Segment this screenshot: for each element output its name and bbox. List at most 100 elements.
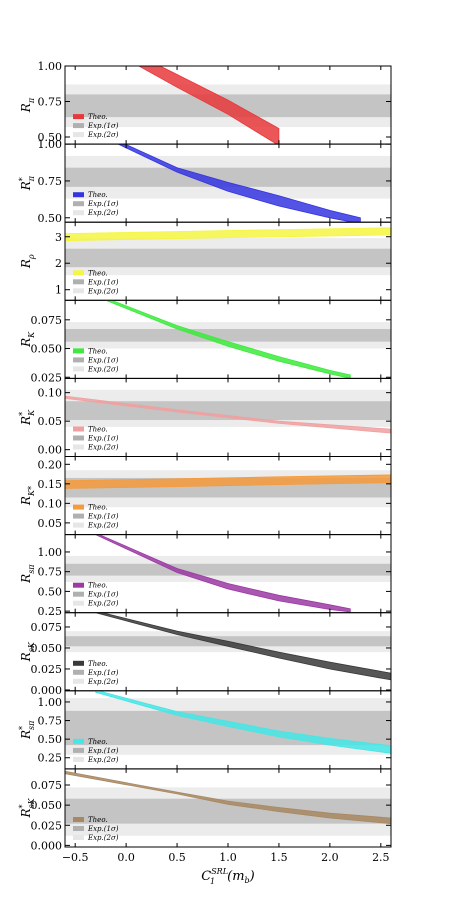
legend-swatch-theo-4 bbox=[73, 426, 84, 432]
legend-theo-2: Theo. bbox=[88, 269, 108, 277]
theory-band-2 bbox=[65, 227, 391, 242]
theory-band-8 bbox=[95, 690, 391, 754]
legend-exp1-3: Exp.(1σ) bbox=[87, 356, 119, 364]
legend-swatch-exp2-9 bbox=[73, 835, 84, 840]
x-tick-label-0: −0.5 bbox=[62, 851, 89, 864]
legend-swatch-exp2-4 bbox=[73, 444, 84, 450]
ylabel-5: RK* bbox=[19, 486, 36, 506]
y-tick-label-5-0: 0.05 bbox=[38, 517, 63, 530]
legend-exp2-2: Exp.(2σ) bbox=[87, 287, 119, 295]
x-tick-label-5: 2.0 bbox=[321, 851, 339, 864]
y-tick-label-0-2: 1.00 bbox=[38, 60, 63, 73]
y-tick-label-3-1: 0.050 bbox=[31, 343, 63, 356]
legend-swatch-exp1-0 bbox=[73, 123, 84, 129]
ylabel-6-text: Rsπ bbox=[19, 564, 36, 584]
legend-theo-1: Theo. bbox=[88, 191, 108, 199]
legend-swatch-theo-2 bbox=[73, 270, 84, 276]
ylabel-5-text: RK* bbox=[19, 486, 36, 506]
y-tick-label-2-1: 2 bbox=[55, 257, 62, 270]
ylabel-8-text: R*sπ bbox=[18, 720, 36, 740]
legend-exp1-7: Exp.(1σ) bbox=[87, 669, 119, 677]
legend-swatch-exp2-1 bbox=[73, 210, 84, 216]
y-tick-label-2-2: 3 bbox=[55, 231, 62, 244]
legend-swatch-theo-5 bbox=[73, 504, 84, 510]
legend-swatch-exp2-8 bbox=[73, 756, 84, 762]
x-tick-label-4: 1.5 bbox=[270, 851, 288, 864]
theory-band-7 bbox=[95, 612, 391, 681]
legend-exp2-6: Exp.(2σ) bbox=[87, 600, 119, 608]
legend-theo-7: Theo. bbox=[88, 660, 108, 668]
theory-band-6 bbox=[95, 534, 351, 613]
x-tick-label-2: 0.5 bbox=[168, 851, 186, 864]
y-tick-label-1-0: 0.50 bbox=[38, 212, 63, 225]
exp-1sigma-band-3 bbox=[65, 329, 391, 342]
x-tick-label-6: 2.5 bbox=[372, 851, 390, 864]
theory-band-9 bbox=[65, 770, 391, 825]
legend-swatch-theo-6 bbox=[73, 582, 84, 588]
ylabel-2-text: Rρ bbox=[19, 254, 36, 269]
legend-swatch-exp2-5 bbox=[73, 522, 84, 528]
legend-theo-4: Theo. bbox=[88, 426, 108, 434]
x-tick-label-1: 0.0 bbox=[117, 851, 135, 864]
legend-swatch-exp2-2 bbox=[73, 288, 84, 294]
legend-swatch-exp1-7 bbox=[73, 669, 84, 675]
exp-1sigma-band-6 bbox=[65, 563, 391, 576]
y-tick-label-9-2: 0.050 bbox=[31, 799, 63, 812]
legend-theo-3: Theo. bbox=[88, 347, 108, 355]
ylabel-7: RsK bbox=[19, 641, 36, 662]
legend-swatch-theo-9 bbox=[73, 817, 84, 822]
legend-swatch-exp1-1 bbox=[73, 201, 84, 207]
legend-swatch-exp2-3 bbox=[73, 366, 84, 372]
ylabel-7-text: RsK bbox=[19, 641, 36, 662]
legend-exp2-3: Exp.(2σ) bbox=[87, 365, 119, 373]
y-tick-label-0-0: 0.50 bbox=[38, 131, 63, 144]
legend-swatch-exp1-4 bbox=[73, 435, 84, 441]
y-tick-label-4-1: 0.05 bbox=[38, 415, 63, 428]
theory-band-3 bbox=[105, 300, 351, 379]
legend-exp2-5: Exp.(2σ) bbox=[87, 522, 119, 530]
y-tick-label-1-2: 1.00 bbox=[38, 138, 63, 151]
legend-swatch-exp1-8 bbox=[73, 747, 84, 753]
y-tick-label-6-2: 0.75 bbox=[38, 566, 63, 579]
y-tick-label-3-0: 0.025 bbox=[31, 371, 63, 384]
legend-swatch-exp1-9 bbox=[73, 826, 84, 831]
legend-swatch-exp1-5 bbox=[73, 513, 84, 519]
y-tick-label-9-0: 0.000 bbox=[31, 839, 63, 852]
y-tick-label-4-2: 0.10 bbox=[38, 387, 63, 400]
ylabel-9-text: R*sK bbox=[18, 797, 36, 818]
y-tick-label-5-1: 0.10 bbox=[38, 497, 63, 510]
y-tick-label-6-3: 1.00 bbox=[38, 546, 63, 559]
y-tick-label-6-0: 0.25 bbox=[38, 605, 63, 618]
legend-exp1-4: Exp.(1σ) bbox=[87, 435, 119, 443]
ylabel-0-text: Rπ bbox=[19, 97, 36, 113]
y-tick-label-7-1: 0.025 bbox=[31, 663, 63, 676]
legend-swatch-exp2-7 bbox=[73, 678, 84, 684]
legend-swatch-theo-8 bbox=[73, 738, 84, 744]
ylabel-4-text: R*K bbox=[18, 409, 36, 426]
legend-exp2-7: Exp.(2σ) bbox=[87, 678, 119, 686]
y-tick-label-7-3: 0.075 bbox=[31, 621, 63, 634]
y-tick-label-7-2: 0.050 bbox=[31, 642, 63, 655]
y-tick-label-9-1: 0.025 bbox=[31, 819, 63, 832]
y-tick-label-8-0: 0.25 bbox=[38, 752, 63, 765]
ylabel-3-text: RK bbox=[19, 331, 36, 348]
legend-swatch-theo-3 bbox=[73, 348, 84, 354]
ylabel-2: Rρ bbox=[19, 254, 36, 269]
y-tick-label-9-3: 0.075 bbox=[31, 779, 63, 792]
legend-exp1-5: Exp.(1σ) bbox=[87, 513, 119, 521]
legend-swatch-theo-1 bbox=[73, 192, 84, 198]
legend-theo-0: Theo. bbox=[88, 113, 108, 121]
legend-swatch-theo-0 bbox=[73, 114, 84, 120]
legend-theo-9: Theo. bbox=[88, 816, 108, 824]
theory-band-0 bbox=[138, 66, 280, 145]
legend-exp1-8: Exp.(1σ) bbox=[87, 747, 119, 755]
y-tick-label-5-2: 0.15 bbox=[38, 478, 63, 491]
y-tick-label-3-2: 0.075 bbox=[31, 314, 63, 327]
theory-band-1 bbox=[117, 144, 361, 223]
legend-theo-6: Theo. bbox=[88, 582, 108, 590]
y-tick-label-4-0: 0.00 bbox=[38, 444, 63, 457]
ylabel-1-text: R*π bbox=[18, 175, 36, 191]
y-tick-label-8-1: 0.50 bbox=[38, 733, 63, 746]
